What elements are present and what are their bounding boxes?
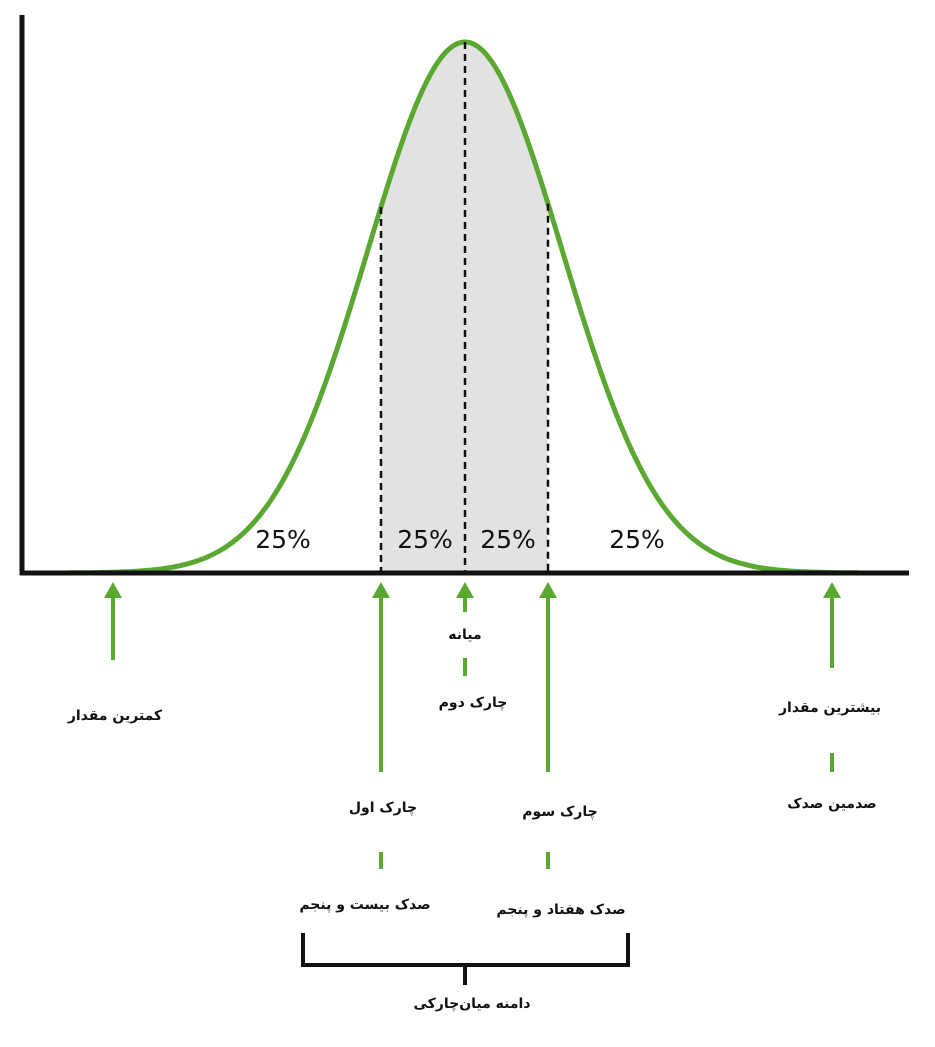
marker-sublabel: صدک هفتاد و پنجم bbox=[496, 902, 625, 918]
bracket-label: دامنه میان‌چارکی bbox=[413, 996, 530, 1012]
arrows bbox=[104, 582, 841, 869]
arrow-head bbox=[104, 582, 122, 598]
arrow-head bbox=[539, 582, 557, 598]
percent-label: 25% bbox=[397, 525, 453, 554]
percent-label: 25% bbox=[609, 525, 665, 554]
arrow-head bbox=[372, 582, 390, 598]
marker-sublabel: صدک بیست و پنجم bbox=[299, 897, 430, 913]
arrow-head bbox=[456, 582, 474, 598]
marker-label: میانه bbox=[448, 627, 481, 643]
percent-label: 25% bbox=[480, 525, 536, 554]
marker-label: بیشترین مقدار bbox=[778, 700, 881, 716]
iqr-bracket bbox=[301, 933, 630, 985]
marker-label: چارک سوم bbox=[522, 804, 597, 820]
bell-curve bbox=[68, 39, 858, 576]
marker-sublabel: چارک دوم bbox=[439, 695, 508, 711]
percent-label: 25% bbox=[255, 525, 311, 554]
marker-sublabel: صدمین صدک bbox=[787, 796, 876, 812]
marker-label: چارک اول bbox=[349, 800, 417, 816]
marker-label: کمترین مقدار bbox=[67, 708, 163, 724]
arrow-head bbox=[823, 582, 841, 598]
